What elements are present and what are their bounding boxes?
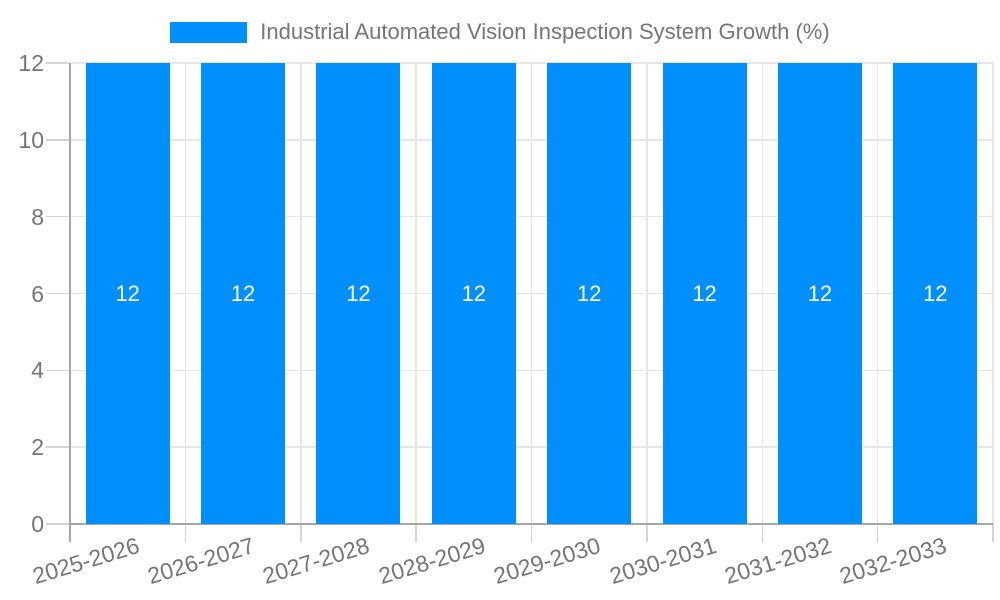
gridline-vertical: [184, 63, 187, 524]
bar: 12: [431, 63, 516, 524]
x-axis-tick-label: 2027-2028: [259, 532, 373, 590]
x-axis-tick: [184, 524, 187, 542]
gridline-vertical: [992, 63, 994, 524]
y-axis-line: [68, 63, 71, 542]
y-axis-tick-label: 0: [31, 511, 44, 537]
x-axis-tick-label: 2031-2032: [721, 532, 835, 590]
bar-value-label: 12: [230, 280, 256, 306]
gridline-vertical: [300, 63, 302, 524]
bar: 12: [662, 63, 747, 524]
bar: 12: [201, 63, 286, 524]
y-axis-tick: [46, 446, 69, 448]
x-axis-tick: [530, 524, 533, 542]
y-axis-tick: [46, 369, 69, 372]
legend-swatch: [170, 21, 248, 43]
y-axis-tick: [46, 215, 69, 218]
x-axis-line: [69, 523, 993, 525]
y-axis-tick: [46, 523, 69, 525]
y-axis-tick-label: 12: [18, 50, 44, 76]
bar-value-label: 12: [115, 280, 140, 306]
y-axis-tick: [46, 292, 69, 295]
x-axis-tick: [300, 524, 302, 542]
bar: 12: [777, 63, 862, 524]
bar-value-label: 12: [807, 280, 833, 306]
bar-value-label: 12: [923, 280, 948, 306]
y-axis-tick: [46, 139, 69, 141]
bar-value-label: 12: [461, 280, 487, 306]
gridline-vertical: [646, 63, 648, 524]
y-axis-tick-label: 2: [31, 434, 44, 461]
gridline-vertical: [761, 63, 763, 524]
x-axis-tick-label: 2028-2029: [375, 532, 489, 590]
bar-value-label: 12: [576, 280, 602, 306]
x-axis-tick: [761, 524, 763, 542]
bar-value-label: 12: [692, 280, 717, 306]
bar: 12: [893, 63, 978, 524]
y-axis-tick-label: 4: [31, 357, 44, 384]
gridline-vertical: [876, 63, 879, 524]
bar: 12: [316, 63, 401, 524]
x-axis-tick-label: 2025-2026: [29, 532, 142, 590]
x-axis-tick-label: 2026-2027: [144, 532, 258, 590]
bar: 12: [547, 63, 632, 524]
y-axis-tick-label: 6: [31, 280, 44, 307]
x-axis-tick: [876, 524, 879, 542]
y-axis-tick-label: 10: [18, 126, 44, 153]
x-axis-tick: [992, 524, 994, 542]
bar: 12: [85, 63, 170, 524]
gridline-vertical: [530, 63, 533, 524]
x-axis-tick-label: 2029-2030: [490, 532, 604, 590]
x-axis-tick: [415, 524, 417, 542]
x-axis-tick-label: 2030-2031: [606, 532, 719, 590]
gridline-vertical: [415, 63, 417, 524]
x-axis-tick-label: 2032-2033: [836, 532, 950, 590]
y-axis-tick: [46, 62, 69, 64]
y-axis-tick-label: 8: [31, 203, 44, 230]
bar-value-label: 12: [346, 280, 371, 306]
legend-item[interactable]: Industrial Automated Vision Inspection S…: [0, 20, 1000, 44]
x-axis-tick: [646, 524, 648, 542]
legend-label: Industrial Automated Vision Inspection S…: [260, 19, 830, 44]
